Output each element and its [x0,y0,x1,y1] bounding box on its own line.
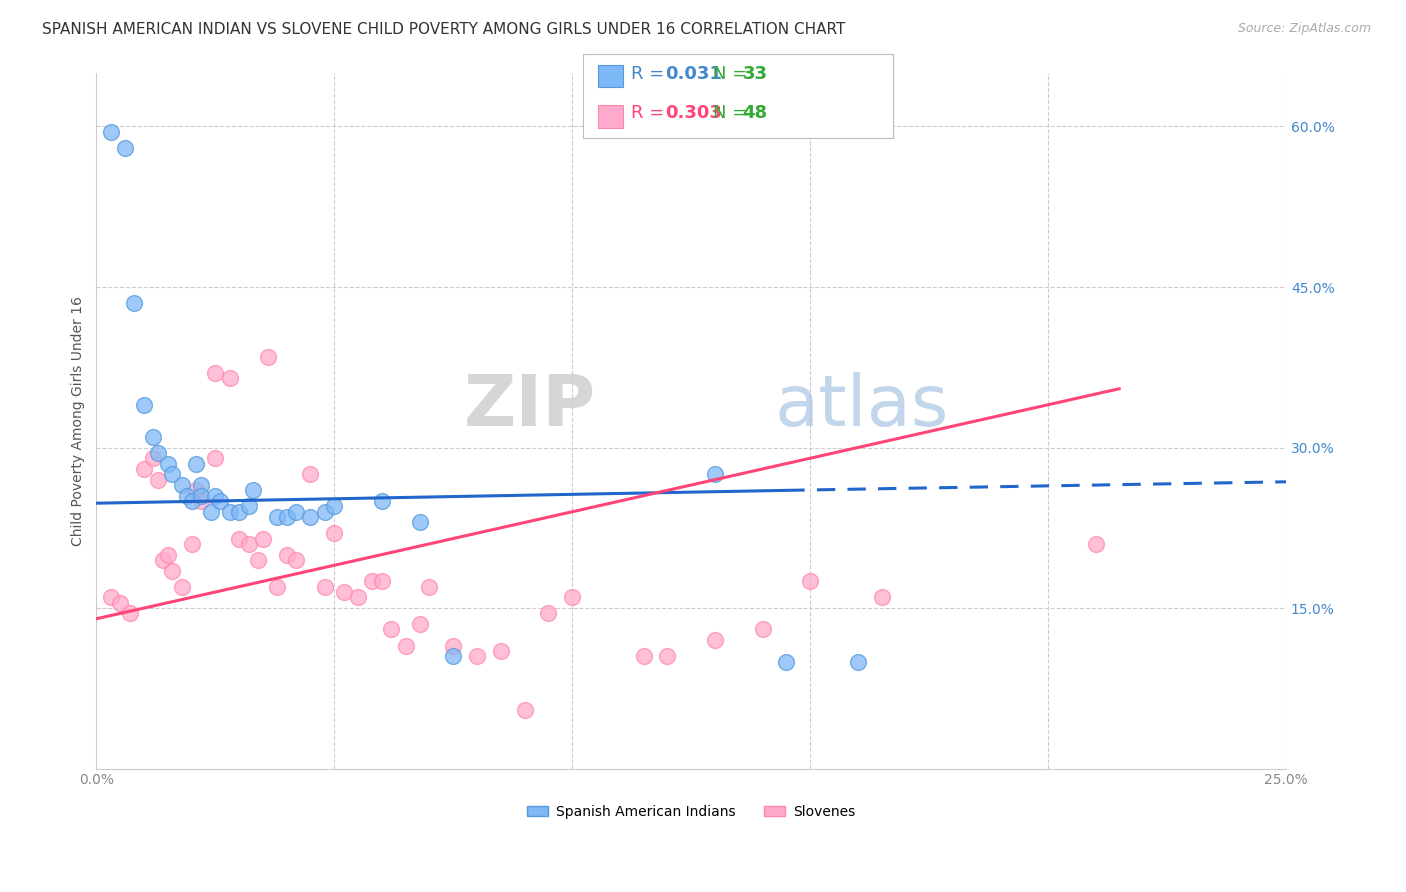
Point [100,591,122,605]
Point [218,371,240,385]
Point [100,125,122,139]
Point [299,510,322,524]
Point [204,489,226,503]
Point [204,451,226,466]
Text: Source: ZipAtlas.com: Source: ZipAtlas.com [1237,22,1371,36]
Point [276,548,298,562]
Point [132,462,155,476]
Point [152,553,174,567]
Point [409,617,432,632]
Point [395,639,418,653]
Text: SPANISH AMERICAN INDIAN VS SLOVENE CHILD POVERTY AMONG GIRLS UNDER 16 CORRELATIO: SPANISH AMERICAN INDIAN VS SLOVENE CHILD… [42,22,845,37]
Text: ZIP: ZIP [464,372,596,442]
Text: N =: N = [713,104,752,122]
Point [751,623,773,637]
Point [114,141,136,155]
Point [142,430,165,444]
Point [409,516,432,530]
Point [247,553,270,567]
Point [489,644,512,658]
Legend: Spanish American Indians, Slovenes: Spanish American Indians, Slovenes [522,799,860,824]
Text: 48: 48 [742,104,768,122]
Point [266,510,288,524]
Point [156,548,179,562]
Point [1084,537,1107,551]
Text: 33: 33 [742,65,768,83]
Point [148,446,170,460]
Point [371,494,394,508]
Point [238,537,260,551]
Text: N =: N = [713,65,752,83]
Point [441,649,464,664]
Point [418,580,440,594]
Point [333,585,356,599]
Point [142,451,165,466]
Point [170,478,193,492]
Point [228,505,250,519]
Point [266,580,288,594]
Point [371,574,394,589]
Point [209,494,232,508]
Text: R =: R = [631,104,671,122]
Point [465,649,488,664]
Point [180,537,202,551]
Point [252,532,274,546]
Point [561,591,583,605]
Point [180,494,202,508]
Point [704,467,727,482]
Point [256,350,278,364]
Point [190,494,212,508]
Text: 0.303: 0.303 [665,104,721,122]
Point [657,649,679,664]
Point [186,483,208,498]
Point [204,366,226,380]
Point [704,633,727,648]
Point [162,564,184,578]
Point [186,457,208,471]
Point [870,591,893,605]
Point [285,553,308,567]
Point [314,505,336,519]
Point [218,505,240,519]
Point [361,574,384,589]
Point [276,510,298,524]
Text: R =: R = [631,65,671,83]
Point [162,467,184,482]
Point [537,607,560,621]
Point [323,500,346,514]
Y-axis label: Child Poverty Among Girls Under 16: Child Poverty Among Girls Under 16 [72,296,86,546]
Point [190,489,212,503]
Point [314,580,336,594]
Point [156,457,179,471]
Point [799,574,821,589]
Point [347,591,370,605]
Point [633,649,655,664]
Point [200,505,222,519]
Point [118,607,141,621]
Point [285,505,308,519]
Point [441,639,464,653]
Point [299,467,322,482]
Point [775,655,797,669]
Text: 0.031: 0.031 [665,65,721,83]
Point [242,483,264,498]
Point [176,489,198,503]
Point [170,580,193,594]
Point [190,478,212,492]
Point [132,398,155,412]
Point [108,596,131,610]
Text: atlas: atlas [775,372,949,442]
Point [148,473,170,487]
Point [124,296,146,310]
Point [323,526,346,541]
Point [380,623,402,637]
Point [228,532,250,546]
Point [513,703,536,717]
Point [846,655,869,669]
Point [238,500,260,514]
